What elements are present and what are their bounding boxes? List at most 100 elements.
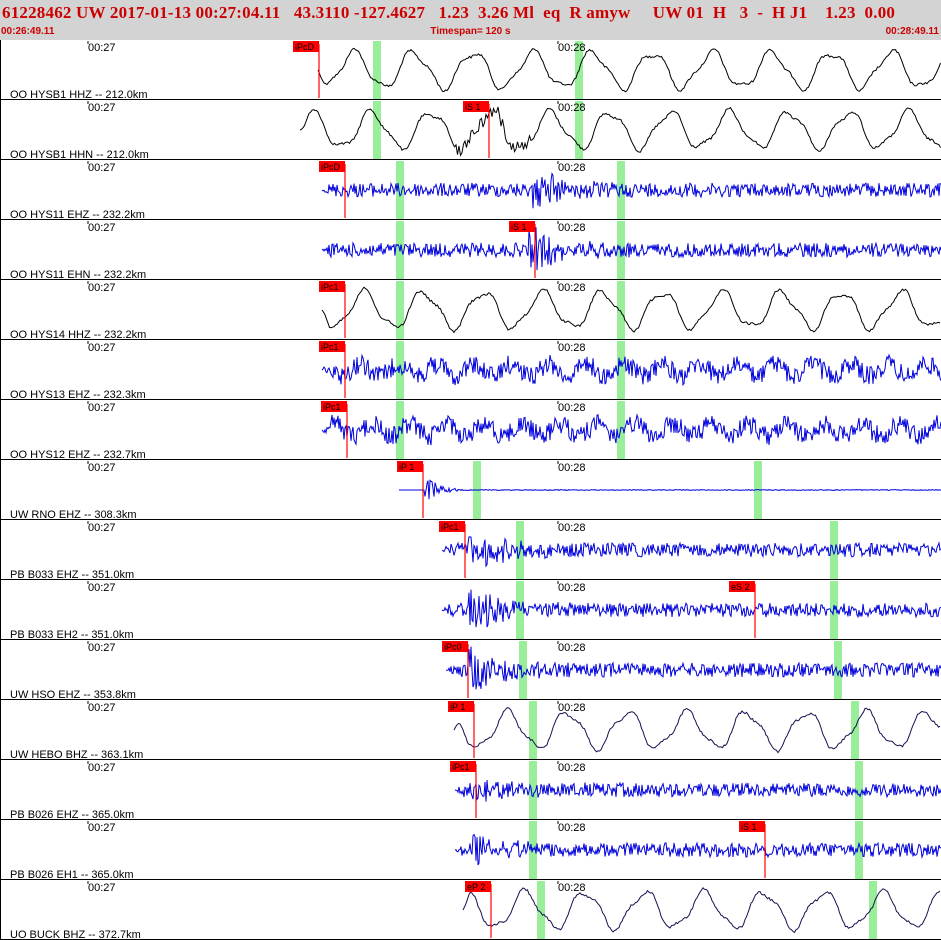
phase-marker <box>834 641 842 699</box>
trace-row[interactable]: 00:27 00:28 iPc1 OO HYS14 HHZ -- 232.2km <box>0 281 941 341</box>
trace-row[interactable]: 00:27 00:28 iS 1 OO HYSB1 HHN -- 212.0km <box>0 101 941 161</box>
time-tick-label: 00:28 <box>558 762 586 774</box>
time-tick-label: 00:27 <box>88 102 116 114</box>
pick-flag[interactable] <box>729 581 755 592</box>
pick-label: iPcD <box>321 162 341 172</box>
pick-label: iS 1 <box>741 822 757 832</box>
phase-marker <box>519 641 527 699</box>
phase-marker <box>617 161 625 219</box>
pick-flag[interactable] <box>319 341 345 352</box>
pick-flag[interactable] <box>319 161 345 172</box>
pick-flag[interactable] <box>465 881 491 892</box>
time-tick-label: 00:27 <box>88 162 116 174</box>
station-label: PB B026 EHZ -- 365.0km <box>10 809 134 821</box>
pick-flag[interactable] <box>319 281 345 292</box>
station-label: OO HYS13 EHZ -- 232.3km <box>10 389 146 401</box>
pick-label: iPc1 <box>323 402 341 412</box>
waveform-line <box>317 47 941 93</box>
time-tick-label: 00:28 <box>558 882 586 894</box>
phase-marker <box>617 281 625 339</box>
time-tick-label: 00:27 <box>88 402 116 414</box>
waveform-line <box>445 646 941 690</box>
trace-row[interactable]: 00:27 00:28 iP 1 UW RNO EHZ -- 308.3km <box>0 461 941 521</box>
waveform-line <box>454 779 941 802</box>
phase-marker <box>396 281 404 339</box>
phase-marker <box>855 821 863 879</box>
station-label: OO HYS11 EHZ -- 232.2km <box>10 209 145 221</box>
station-label: PB B026 EH1 -- 365.0km <box>10 869 134 881</box>
event-header: 61228462 UW 2017-01-13 00:27:04.11 43.31… <box>0 0 941 40</box>
time-tick-label: 00:28 <box>558 402 586 414</box>
phase-marker <box>617 221 625 279</box>
time-tick-label: 00:27 <box>88 462 116 474</box>
time-tick-label: 00:27 <box>88 822 116 834</box>
start-time-label: 00:26:49.11 <box>1 26 55 37</box>
trace-row[interactable]: 00:27 00:28 iPc1 PB B026 EHZ -- 365.0km <box>0 761 941 821</box>
waveform-line <box>321 172 941 209</box>
station-label: OO HYSB1 HHZ -- 212.0km <box>10 89 148 101</box>
pick-label: iP 1 <box>450 702 465 712</box>
time-tick-label: 00:27 <box>88 522 116 534</box>
time-tick-label: 00:28 <box>558 222 586 234</box>
waveform-line <box>321 227 941 271</box>
station-label: UW RNO EHZ -- 308.3km <box>10 509 137 521</box>
station-label: OO HYS12 EHZ -- 232.7km <box>10 449 146 461</box>
time-tick-label: 00:27 <box>88 582 116 594</box>
station-label: UW HEBO BHZ -- 363.1km <box>10 749 143 761</box>
pick-flag[interactable] <box>439 521 465 532</box>
waveform-line <box>321 286 941 334</box>
trace-row[interactable]: 00:27 00:28 eS 2 PB B033 EH2 -- 351.0km <box>0 581 941 641</box>
trace-row[interactable]: 00:27 00:28 iP 1 UW HEBO BHZ -- 363.1km <box>0 701 941 761</box>
station-label: UW HSO EHZ -- 353.8km <box>10 689 136 701</box>
phase-marker <box>869 881 877 939</box>
phase-marker <box>396 341 404 399</box>
station-label: OO HYS14 HHZ -- 232.2km <box>10 329 146 341</box>
trace-row[interactable]: 00:27 00:28 eP 2 UO BUCK BHZ -- 372.7km <box>0 881 941 940</box>
phase-marker <box>851 701 859 759</box>
end-time-label: 00:28:49.11 <box>885 26 939 37</box>
station-label: PB B033 EH2 -- 351.0km <box>10 629 134 641</box>
pick-label: eP 2 <box>467 882 485 892</box>
trace-row[interactable]: 00:27 00:28 iPcD OO HYS11 EHZ -- 232.2km <box>0 161 941 221</box>
trace-row[interactable]: 00:27 00:28 iPc0 UW HSO EHZ -- 353.8km <box>0 641 941 701</box>
pick-flag[interactable] <box>463 101 489 112</box>
pick-flag[interactable] <box>397 461 423 472</box>
time-tick-label: 00:27 <box>88 642 116 654</box>
waveform-line <box>462 887 941 934</box>
pick-flag[interactable] <box>448 701 474 712</box>
phase-marker <box>396 161 404 219</box>
time-tick-label: 00:28 <box>558 462 586 474</box>
pick-flag[interactable] <box>321 401 347 412</box>
pick-label: iP 1 <box>399 462 414 472</box>
trace-row[interactable]: 00:27 00:28 iPc1 OO HYS13 EHZ -- 232.3km <box>0 341 941 401</box>
trace-row[interactable]: 00:27 00:28 iS 1 PB B026 EH1 -- 365.0km <box>0 821 941 881</box>
pick-label: iPc1 <box>321 342 339 352</box>
pick-label: iPc0 <box>444 642 462 652</box>
time-tick-label: 00:28 <box>558 102 586 114</box>
trace-row[interactable]: 00:27 00:28 iPc1 OO HYS12 EHZ -- 232.7km <box>0 401 941 461</box>
trace-row[interactable]: 00:27 00:28 iS 1 OO HYS11 EHN -- 232.2km <box>0 221 941 281</box>
waveform-line <box>399 479 941 500</box>
pick-flag[interactable] <box>293 41 319 52</box>
trace-row[interactable]: 00:27 00:28 iPc1 PB B033 EHZ -- 351.0km <box>0 521 941 581</box>
pick-flag[interactable] <box>509 221 535 232</box>
phase-marker <box>575 101 583 159</box>
waveform-line <box>299 106 941 157</box>
station-label: OO HYS11 EHN -- 232.2km <box>10 269 146 281</box>
waveform-line <box>454 833 941 866</box>
trace-row[interactable]: 00:27 00:28 iPcD OO HYSB1 HHZ -- 212.0km <box>0 41 941 101</box>
pick-label: iPcD <box>295 42 315 52</box>
time-tick-label: 00:27 <box>88 282 116 294</box>
pick-flag[interactable] <box>442 641 468 652</box>
time-tick-label: 00:27 <box>88 222 116 234</box>
pick-label: iS 1 <box>465 102 481 112</box>
time-tick-label: 00:28 <box>558 822 586 834</box>
waveform-line <box>441 589 941 628</box>
timespan-label: Timespan= 120 s <box>430 26 511 37</box>
waveform-line <box>441 536 941 568</box>
pick-flag[interactable] <box>450 761 476 772</box>
waveform-line <box>321 353 941 387</box>
time-tick-label: 00:28 <box>558 282 586 294</box>
pick-flag[interactable] <box>739 821 765 832</box>
